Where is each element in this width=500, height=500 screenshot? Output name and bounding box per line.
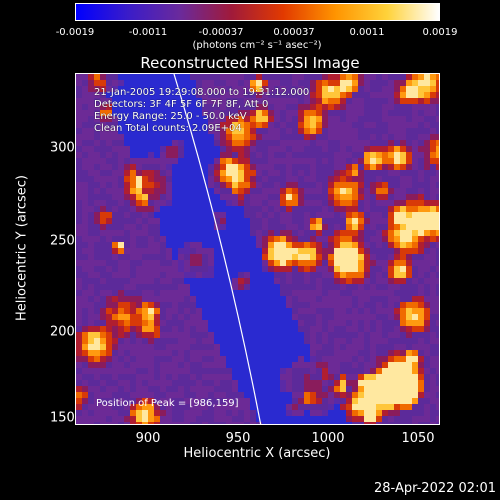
colorbar-units: (photons cm⁻² s⁻¹ asec⁻²): [192, 40, 322, 51]
heatmap-plot: 21-Jan-2005 19:29:08.000 to 19:31:12.000…: [75, 73, 440, 425]
x-axis-label: Heliocentric X (arcsec): [183, 446, 331, 461]
solar-limb-line: [173, 74, 262, 424]
y-tick-label: 300: [50, 140, 75, 156]
y-axis-label: Heliocentric Y (arcsec): [14, 175, 30, 321]
peak-position-label: Position of Peak = [986,159]: [96, 398, 239, 409]
info-line: Energy Range: 25.0 - 50.0 keV: [94, 111, 247, 122]
plot-title: Reconstructed RHESSI Image: [140, 54, 360, 72]
x-tick-label: 1000: [311, 431, 345, 446]
x-tick-label: 950: [225, 431, 251, 446]
colorbar-tick: -0.0019: [55, 27, 95, 38]
colorbar-tick: 0.00037: [273, 27, 315, 38]
info-line: 21-Jan-2005 19:29:08.000 to 19:31:12.000: [94, 87, 310, 98]
colorbar-tick: 0.0011: [349, 27, 385, 38]
colorbar-ticks: -0.0019 -0.0011 -0.00037 0.00037 0.0011 …: [0, 0, 500, 40]
heatmap-image: [76, 74, 439, 424]
y-tick-label: 250: [50, 233, 75, 249]
info-line: Detectors: 3F 4F 5F 6F 7F 8F, Att 0: [94, 99, 269, 110]
x-tick-label: 1050: [401, 431, 435, 446]
y-tick-label: 150: [50, 410, 75, 426]
colorbar-tick: -0.0011: [128, 27, 168, 38]
colorbar: [75, 3, 440, 21]
colorbar-tick: 0.0019: [422, 27, 458, 38]
x-tick-label: 900: [135, 431, 161, 446]
colorbar-tick: -0.00037: [198, 27, 244, 38]
info-line: Clean Total counts: 2.09E+04: [94, 123, 242, 134]
timestamp: 28-Apr-2022 02:01: [374, 481, 496, 496]
y-tick-label: 200: [50, 324, 75, 340]
